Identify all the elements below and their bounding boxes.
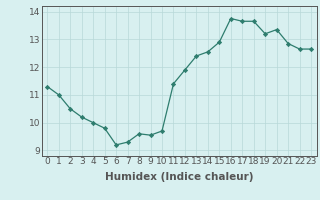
- X-axis label: Humidex (Indice chaleur): Humidex (Indice chaleur): [105, 172, 253, 182]
